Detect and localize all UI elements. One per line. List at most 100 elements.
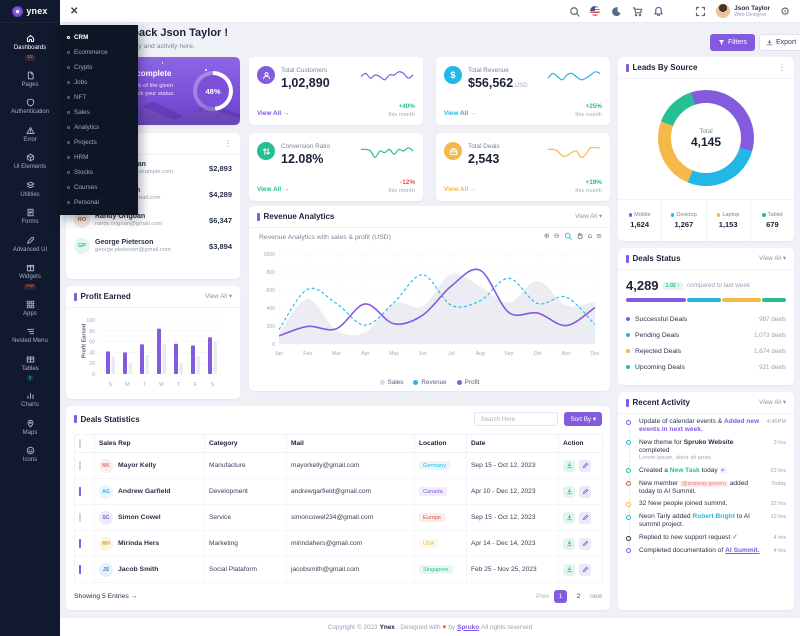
people-icon: [257, 66, 275, 84]
fullscreen-icon[interactable]: [694, 5, 706, 17]
export-button[interactable]: Export: [759, 34, 800, 51]
flyout-item-ecommerce[interactable]: Ecommerce: [58, 45, 138, 60]
row-checkbox[interactable]: [79, 461, 81, 470]
edit-action-button[interactable]: [579, 537, 591, 550]
edit-action-button[interactable]: [579, 485, 591, 498]
selection-zoom-icon[interactable]: [564, 232, 572, 240]
flyout-item-courses[interactable]: Courses: [58, 180, 138, 195]
lead-source-mobile: Mobile 1,624: [618, 200, 663, 241]
apps-grid-icon[interactable]: [673, 5, 685, 17]
sales-rep-name: Jacob Smith: [118, 566, 159, 573]
stat-change-period: this month: [388, 188, 415, 194]
zoom-out-icon[interactable]: ⊖: [553, 232, 560, 240]
top-deal-row[interactable]: GP George Pieterson george.pieterson@gmail…: [66, 233, 240, 259]
activity-view-all[interactable]: View All ▾: [759, 399, 786, 406]
footer-designer-link[interactable]: Spruko: [457, 623, 480, 631]
sort-by-button[interactable]: Sort By ▾: [564, 412, 602, 426]
flyout-item-analytics[interactable]: Analytics: [58, 120, 138, 135]
sidebar-item-pages[interactable]: Pages: [0, 66, 60, 94]
user-name: Json Taylor: [734, 4, 771, 12]
chart-menu-icon[interactable]: ≡: [596, 232, 602, 240]
sidebar-item-advanced-ui[interactable]: Advanced UI: [0, 231, 60, 259]
flyout-item-personal[interactable]: Personal: [58, 195, 138, 210]
language-flag-icon[interactable]: [589, 5, 601, 17]
sidebar-item-forms[interactable]: Forms: [0, 203, 60, 231]
download-action-button[interactable]: [563, 537, 575, 550]
flyout-item-crypto[interactable]: Crypto: [58, 60, 138, 75]
sidebar-item-icons[interactable]: Icons: [0, 441, 60, 469]
download-action-button[interactable]: [563, 459, 575, 472]
lead-source-label: Mobile: [634, 212, 651, 218]
sidebar-item-error[interactable]: Error: [0, 121, 60, 149]
zoom-in-icon[interactable]: ⊕: [543, 232, 550, 240]
flyout-item-sales[interactable]: Sales: [58, 105, 138, 120]
avatar: [716, 4, 731, 18]
top-header: ✕ Json Taylor Web Designer ⚙: [60, 0, 800, 23]
flyout-item-hrm[interactable]: HRM: [58, 150, 138, 165]
settings-gear-icon[interactable]: ⚙: [780, 4, 790, 18]
stat-view-all-link[interactable]: View All →: [257, 110, 290, 117]
activity-item: Today New member @andreas gurrero added t…: [626, 480, 786, 501]
reset-home-icon[interactable]: ⌂: [587, 232, 593, 240]
more-options-icon[interactable]: ⋮: [778, 63, 786, 72]
sidebar-item-widgets[interactable]: Widgets Hot: [0, 258, 60, 295]
stat-view-all-link[interactable]: View All →: [257, 186, 290, 193]
row-checkbox[interactable]: [79, 513, 81, 522]
download-action-button[interactable]: [563, 485, 575, 498]
cell-action: [558, 530, 603, 557]
flyout-item-stocks[interactable]: Stocks: [58, 165, 138, 180]
more-options-icon[interactable]: ⋮: [224, 139, 232, 148]
legend-item-revenue: Revenue: [413, 379, 447, 386]
pagination-prev[interactable]: Prev: [536, 593, 550, 600]
dark-mode-icon[interactable]: [610, 5, 622, 17]
edit-action-button[interactable]: [579, 459, 591, 472]
pagination-page-1[interactable]: 1: [554, 590, 568, 603]
cart-icon[interactable]: [631, 5, 643, 17]
filters-button[interactable]: Filters: [710, 34, 756, 51]
row-checkbox[interactable]: [79, 487, 81, 496]
edit-action-button[interactable]: [579, 511, 591, 524]
sidebar-item-charts[interactable]: Charts: [0, 386, 60, 414]
sidebar-item-tables[interactable]: Tables 3: [0, 350, 60, 387]
download-action-button[interactable]: [563, 511, 575, 524]
close-menu-icon[interactable]: ✕: [70, 5, 79, 17]
row-checkbox[interactable]: [79, 565, 81, 574]
sidebar-item-maps[interactable]: Maps: [0, 414, 60, 442]
avatar: SC: [99, 510, 113, 525]
lead-source-value: 1,624: [630, 220, 650, 229]
pan-icon[interactable]: [576, 232, 584, 240]
activity-text-part: today: [699, 466, 720, 474]
top-deal-row[interactable]: RO Randy Origoan randy.origoan@gmail.com $6…: [66, 207, 240, 233]
flyout-item-nft[interactable]: NFT: [58, 90, 138, 105]
sidebar-item-dashboards[interactable]: Dashboards 12: [0, 29, 60, 66]
stat-view-all-link[interactable]: View All →: [444, 110, 477, 117]
pagination-next[interactable]: next: [590, 593, 602, 600]
deals-status-item: Successful Deals 987 deals: [626, 311, 786, 327]
brand-logo[interactable]: ynex: [0, 0, 60, 23]
table-search-input[interactable]: [474, 412, 559, 426]
sidebar-item-apps[interactable]: Apps: [0, 295, 60, 323]
target-progress-ring: 48%: [193, 71, 233, 111]
deals-status-view-all[interactable]: View All ▾: [759, 255, 786, 262]
sidebar-item-ui-elements[interactable]: Ui Elements: [0, 148, 60, 176]
legend-dot: [628, 213, 633, 217]
stat-view-all-link[interactable]: View All →: [444, 186, 477, 193]
search-icon[interactable]: [568, 5, 580, 17]
sidebar-item-utilities[interactable]: Utilities: [0, 176, 60, 204]
select-all-checkbox[interactable]: [79, 439, 81, 448]
pagination-page-2[interactable]: 2: [576, 593, 581, 600]
download-action-button[interactable]: [563, 563, 575, 576]
flyout-item-jobs[interactable]: Jobs: [58, 75, 138, 90]
revenue-view-all[interactable]: View All ▾: [575, 213, 602, 220]
notifications-bell-icon[interactable]: [652, 5, 664, 17]
row-checkbox[interactable]: [79, 539, 81, 548]
sidebar-item-label: Utilities: [20, 191, 40, 198]
sidebar-item-authentication[interactable]: Authentication: [0, 93, 60, 121]
flyout-item-projects[interactable]: Projects: [58, 135, 138, 150]
profit-view-all[interactable]: View All ▾: [205, 293, 232, 300]
sidebar-item-nested-menu[interactable]: Nested Menu: [0, 322, 60, 350]
user-menu[interactable]: Json Taylor Web Designer: [716, 4, 770, 18]
flyout-item-crm[interactable]: CRM: [58, 30, 138, 45]
edit-action-button[interactable]: [579, 563, 591, 576]
cell-location: Canada: [414, 478, 467, 505]
